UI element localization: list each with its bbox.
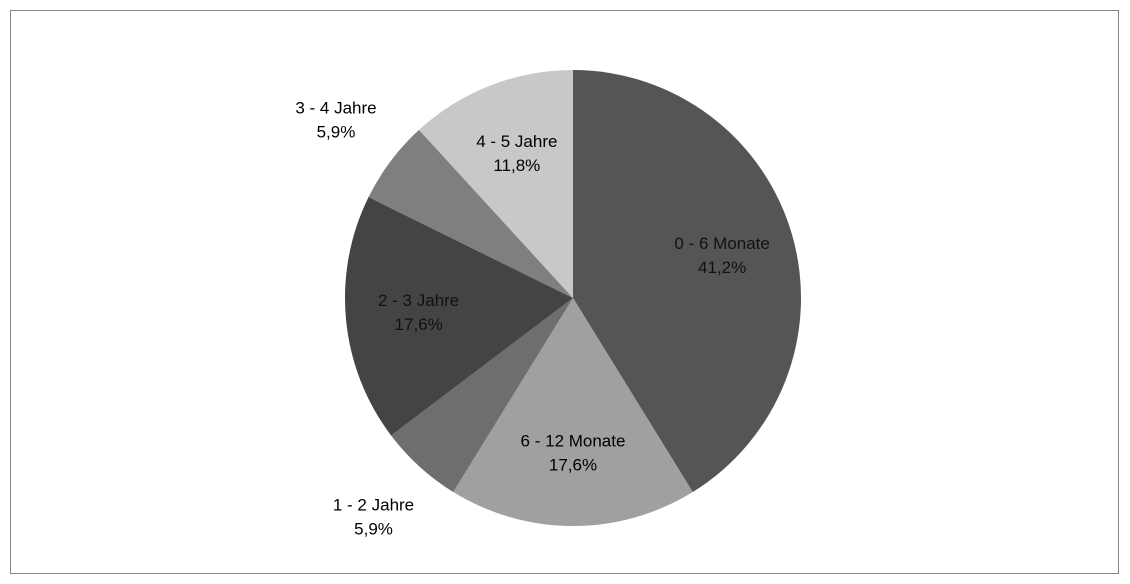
slice-label: 1 - 2 Jahre xyxy=(333,496,414,515)
pie-slice xyxy=(419,70,573,298)
slice-label: 6 - 12 Monate xyxy=(521,432,626,451)
slice-value-label: 41,2% xyxy=(698,258,746,277)
pie-slice xyxy=(345,197,573,436)
pie-slice xyxy=(573,70,801,493)
slice-value-label: 5,9% xyxy=(354,520,393,539)
slice-value-label: 17,6% xyxy=(395,315,443,334)
slice-label: 0 - 6 Monate xyxy=(674,234,769,253)
slice-value-label: 5,9% xyxy=(317,123,356,142)
pie-slice xyxy=(453,298,693,526)
pie-slice xyxy=(368,129,573,298)
slice-label: 4 - 5 Jahre xyxy=(476,132,557,151)
slice-label: 3 - 4 Jahre xyxy=(295,99,376,118)
slice-value-label: 11,8% xyxy=(493,156,540,175)
slice-label: 2 - 3 Jahre xyxy=(378,291,459,310)
pie-slice xyxy=(391,298,573,493)
slice-value-label: 17,6% xyxy=(549,456,597,475)
